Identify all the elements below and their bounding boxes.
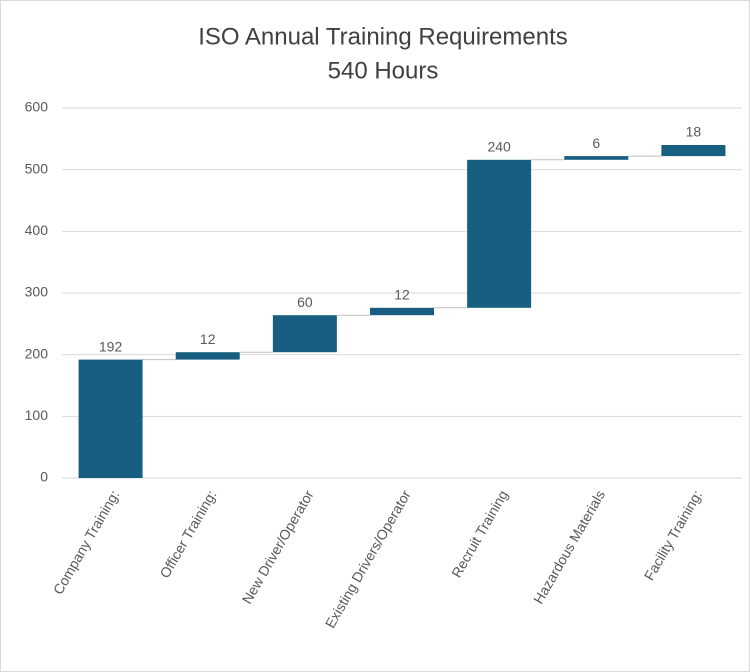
y-tick-label: 600: [25, 99, 49, 115]
chart-title: ISO Annual Training Requirements: [198, 23, 568, 50]
bar: [370, 307, 434, 316]
y-tick-label: 100: [25, 407, 49, 423]
data-label: 240: [487, 139, 511, 155]
y-tick-label: 400: [25, 222, 49, 238]
bar: [78, 359, 143, 478]
bar: [564, 156, 629, 160]
chart-subtitle: 540 Hours: [328, 57, 439, 84]
y-tick-label: 500: [25, 160, 49, 176]
data-label: 12: [200, 331, 216, 347]
bar: [272, 315, 337, 353]
data-label: 12: [394, 287, 410, 303]
data-label: 60: [297, 294, 313, 310]
bar: [467, 159, 532, 308]
bar: [661, 145, 726, 157]
y-tick-label: 200: [25, 345, 49, 361]
bar: [175, 352, 240, 360]
data-label: 6: [592, 135, 600, 151]
data-label: 192: [99, 338, 123, 354]
y-tick-label: 300: [25, 284, 49, 300]
data-label: 18: [686, 124, 702, 140]
y-tick-label: 0: [40, 469, 48, 485]
